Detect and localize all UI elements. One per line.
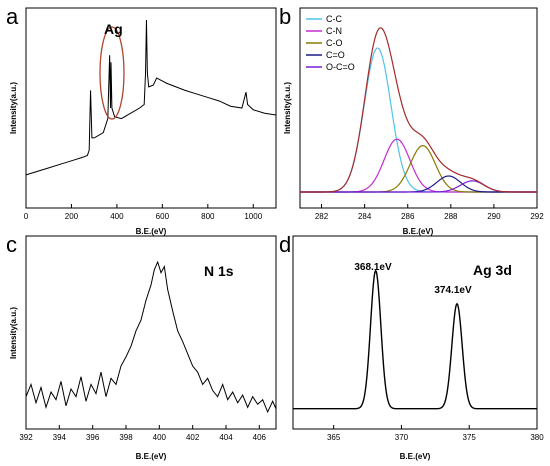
ag-region-ellipse xyxy=(99,26,125,120)
panel-d-xlabel: B.E.(eV) xyxy=(400,452,431,461)
panel-c-tick-label: 400 xyxy=(153,433,167,442)
panel-d-tick-label: 370 xyxy=(395,433,409,442)
panel-c-tick-label: 406 xyxy=(253,433,267,442)
panel-letter-a: a xyxy=(6,4,19,29)
panel-letter-c: c xyxy=(6,232,17,257)
panel-b-envelope xyxy=(300,27,537,193)
panel-a-frame xyxy=(25,7,277,209)
panel-b-xlabel: B.E.(eV) xyxy=(403,227,434,236)
panel-c-xlabel: B.E.(eV) xyxy=(136,452,167,461)
legend-label: C-O xyxy=(326,38,343,48)
panel-c-tick-label: 392 xyxy=(19,433,33,442)
panel-a-survey-line xyxy=(25,19,277,176)
panel-a-tick-label: 0 xyxy=(24,212,29,221)
panel-d-ag3d-line xyxy=(293,269,537,410)
panel-a-tick-label: 800 xyxy=(201,212,215,221)
panel-b-legend: C-C C-N C-O C=O O-C=O xyxy=(306,14,355,72)
panel-d-peak1-label: 368.1eV xyxy=(354,262,392,273)
legend-label: C=O xyxy=(326,50,345,60)
panel-c-n1s-label: N 1s xyxy=(204,263,234,279)
legend-label: O-C=O xyxy=(326,62,355,72)
panel-c-frame xyxy=(25,235,277,430)
legend-label: C-N xyxy=(326,26,342,36)
panel-d-frame xyxy=(292,235,538,430)
panel-c-ylabel: Intensity(a.u.) xyxy=(9,307,18,359)
panel-b-tick-label: 290 xyxy=(487,212,501,221)
panel-letter-d: d xyxy=(279,232,291,257)
panel-d-peak2-label: 374.1eV xyxy=(434,285,472,296)
panel-b-tick-label: 288 xyxy=(444,212,458,221)
panel-c-tick-label: 404 xyxy=(219,433,233,442)
panel-b-tick-label: 284 xyxy=(358,212,372,221)
panel-b-tick-label: 282 xyxy=(315,212,329,221)
panel-b-component-2 xyxy=(300,138,537,193)
panel-b-tick-label: 292 xyxy=(530,212,544,221)
panel-c-tick-label: 396 xyxy=(86,433,100,442)
panel-b-tick-label: 286 xyxy=(401,212,415,221)
panel-a-tick-label: 400 xyxy=(110,212,124,221)
panel-a-tick-label: 600 xyxy=(156,212,170,221)
panel-b-frame xyxy=(299,7,538,209)
panel-b: 282 284 286 288 290 292 C-C C-N C-O C=O O-C=O B.E… xyxy=(283,7,544,236)
panel-letter-b: b xyxy=(279,4,291,29)
panel-a-ylabel: Intensity(a.u.) xyxy=(9,82,18,134)
panel-b-ylabel: Intensity(a.u.) xyxy=(283,82,292,134)
panel-c-n1s-line xyxy=(25,260,277,414)
panel-c-tick-label: 402 xyxy=(186,433,200,442)
panel-d-tick-label: 365 xyxy=(327,433,341,442)
panel-c-tick-label: 398 xyxy=(119,433,133,442)
panel-b-component-3 xyxy=(300,144,537,193)
panel-a-tick-label: 200 xyxy=(65,212,79,221)
panel-d-tick-label: 375 xyxy=(463,433,477,442)
panel-a: 0 200 400 600 800 1000 Ag B.E.(eV) Intensity(… xyxy=(9,7,277,236)
panel-d: 365 370 375 380 Ag 3d 368.1eV 374.1eV B.E.(… xyxy=(292,235,544,461)
panel-a-xlabel: B.E.(eV) xyxy=(136,227,167,236)
panel-c: 392 394 396 398 400 402 404 406 N 1s B.E.(eV) I… xyxy=(9,235,277,461)
panel-c-tick-label: 394 xyxy=(53,433,67,442)
panel-d-ag3d-label: Ag 3d xyxy=(473,262,512,278)
legend-label: C-C xyxy=(326,14,342,24)
panel-d-tick-label: 380 xyxy=(530,433,544,442)
panel-a-ag-label: Ag xyxy=(104,21,123,37)
panel-a-tick-label: 1000 xyxy=(244,212,262,221)
